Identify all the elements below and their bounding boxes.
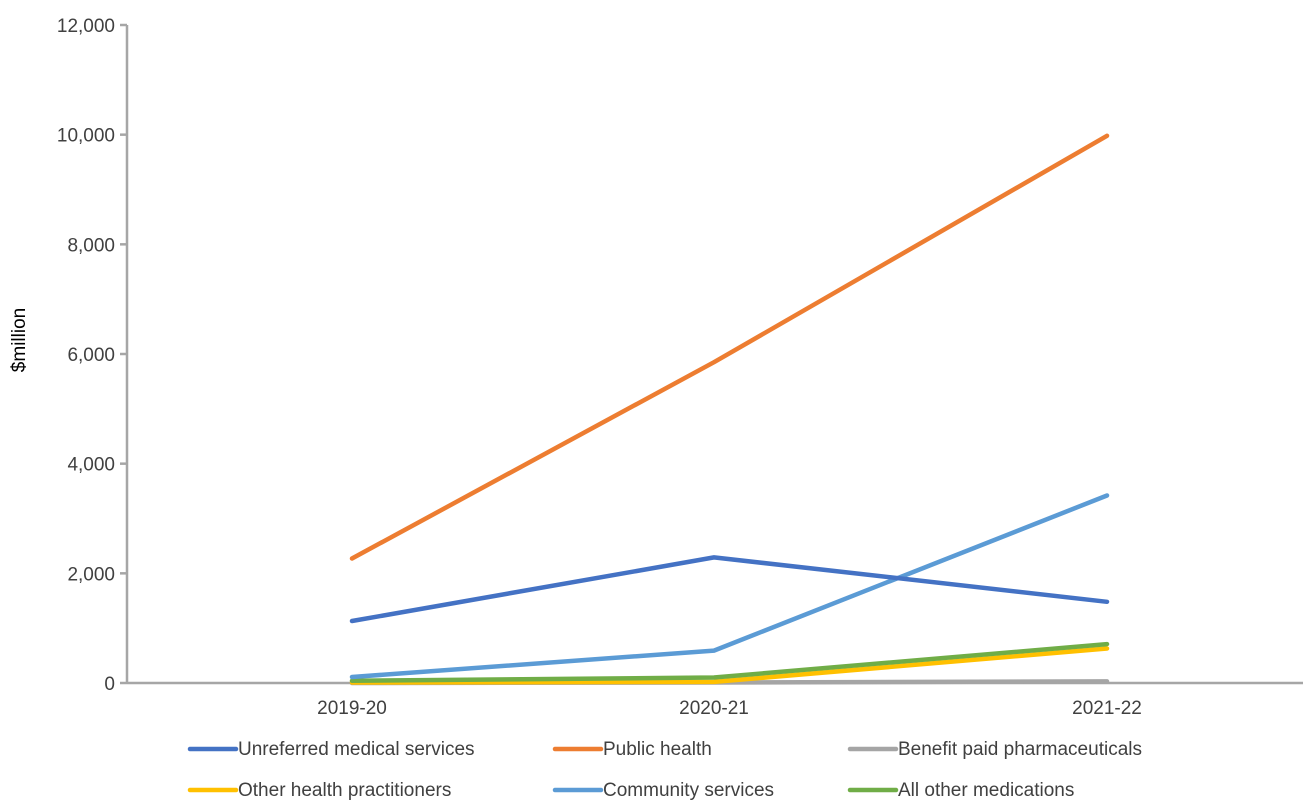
series-line-all-other-medications bbox=[349, 641, 1110, 684]
legend-label-unreferred-medical-services: Unreferred medical services bbox=[238, 739, 475, 760]
y-tick-label: 8,000 bbox=[67, 235, 115, 256]
series-lines bbox=[349, 133, 1110, 686]
series-line-community-services bbox=[349, 493, 1110, 680]
y-tick-label: 6,000 bbox=[67, 345, 115, 366]
x-axis: 2019-20 2020-21 2021-22 bbox=[127, 681, 1303, 719]
x-tick-label: 2019-20 bbox=[317, 698, 387, 719]
legend: Unreferred medical services Public health… bbox=[187, 739, 1142, 801]
y-tick-label: 10,000 bbox=[57, 126, 115, 147]
x-tick-label: 2021-22 bbox=[1072, 698, 1142, 719]
legend-label-public-health: Public health bbox=[603, 739, 712, 760]
x-tick-label: 2020-21 bbox=[679, 698, 749, 719]
y-axis-title: $million bbox=[9, 308, 30, 372]
y-tick-label: 4,000 bbox=[67, 455, 115, 476]
legend-label-all-other-medications: All other medications bbox=[898, 780, 1074, 801]
legend-label-benefit-paid-pharmaceuticals: Benefit paid pharmaceuticals bbox=[898, 739, 1142, 760]
legend-label-other-health-practitioners: Other health practitioners bbox=[238, 780, 451, 801]
series-line-unreferred-medical-services bbox=[349, 555, 1110, 624]
y-tick-label: 2,000 bbox=[67, 564, 115, 585]
y-tick-label: 12,000 bbox=[57, 16, 115, 37]
series-line-public-health bbox=[349, 133, 1110, 561]
y-tick-label: 0 bbox=[104, 674, 115, 695]
series-line-other-health-practitioners bbox=[349, 646, 1110, 685]
y-axis: 0 2,000 4,000 6,000 8,000 10,000 12,000 bbox=[57, 16, 129, 695]
legend-label-community-services: Community services bbox=[603, 780, 774, 801]
